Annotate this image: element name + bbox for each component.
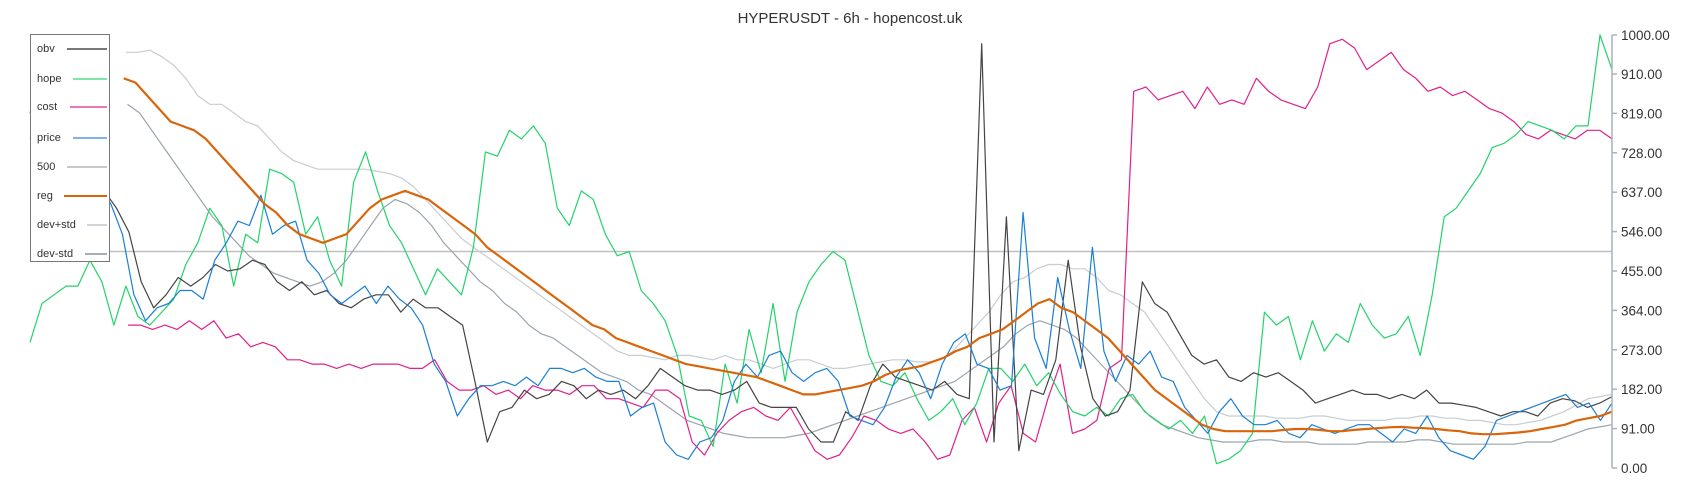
legend-item-dev-minus-std[interactable]: dev-std — [37, 246, 107, 262]
series-line-reg — [123, 77, 1613, 436]
legend-label: reg — [37, 190, 53, 202]
series-line-price — [29, 77, 1613, 460]
y-tick-label: 273.00 — [1621, 343, 1662, 358]
legend-swatch-icon — [67, 48, 107, 50]
series-line-cost — [128, 38, 1613, 460]
legend-swatch-icon — [85, 253, 107, 255]
y-tick-label: 91.00 — [1621, 422, 1655, 437]
legend-label: hope — [37, 73, 62, 85]
y-tick-label: 1000.00 — [1621, 28, 1670, 43]
legend-item-price[interactable]: price — [37, 130, 107, 146]
legend-label: obv — [37, 43, 55, 55]
legend-label: dev-std — [37, 248, 74, 260]
y-tick-label: 455.00 — [1621, 264, 1662, 279]
legend-swatch-icon — [64, 195, 107, 197]
legend-swatch-icon — [70, 106, 107, 108]
legend-item-obv[interactable]: obv — [37, 41, 107, 57]
legend-label: dev+std — [37, 219, 76, 231]
series-line-obv — [29, 43, 1613, 452]
legend-label: cost — [37, 101, 58, 113]
legend: obv hope cost price 500 reg dev+std dev-… — [30, 34, 110, 262]
legend-item-hope[interactable]: hope — [37, 71, 107, 87]
legend-swatch-icon — [87, 224, 107, 226]
y-axis: 0.00 91.00 182.00 273.00 364.00 455.00 546.00 6… — [1611, 28, 1670, 476]
legend-swatch-icon — [67, 166, 107, 168]
legend-item-reg[interactable]: reg — [37, 188, 107, 204]
y-tick-label: 182.00 — [1621, 382, 1662, 397]
legend-label: 500 — [37, 161, 56, 173]
y-tick-label: 637.00 — [1621, 185, 1662, 200]
y-tick-label: 364.00 — [1621, 303, 1662, 318]
series-line-dev-plus-minus-std — [125, 49, 1613, 426]
y-tick-label: 546.00 — [1621, 225, 1662, 240]
y-tick-label: 728.00 — [1621, 146, 1662, 161]
y-tick-label: 910.00 — [1621, 67, 1662, 82]
legend-label: price — [37, 132, 61, 144]
series-line-dev-minus-std — [127, 103, 1613, 445]
y-tick-label: 819.00 — [1621, 106, 1662, 121]
series-layer — [29, 34, 1613, 465]
legend-swatch-icon — [73, 78, 107, 80]
legend-item-cost[interactable]: cost — [37, 99, 107, 115]
legend-item-500[interactable]: 500 — [37, 159, 107, 175]
y-tick-label: 0.00 — [1621, 461, 1647, 476]
series-line-hope — [29, 34, 1613, 465]
legend-swatch-icon — [73, 137, 107, 139]
legend-item-dev-plus-std[interactable]: dev+std — [37, 217, 107, 233]
chart-title: HYPERUSDT - 6h - hopencost.uk — [737, 10, 963, 27]
